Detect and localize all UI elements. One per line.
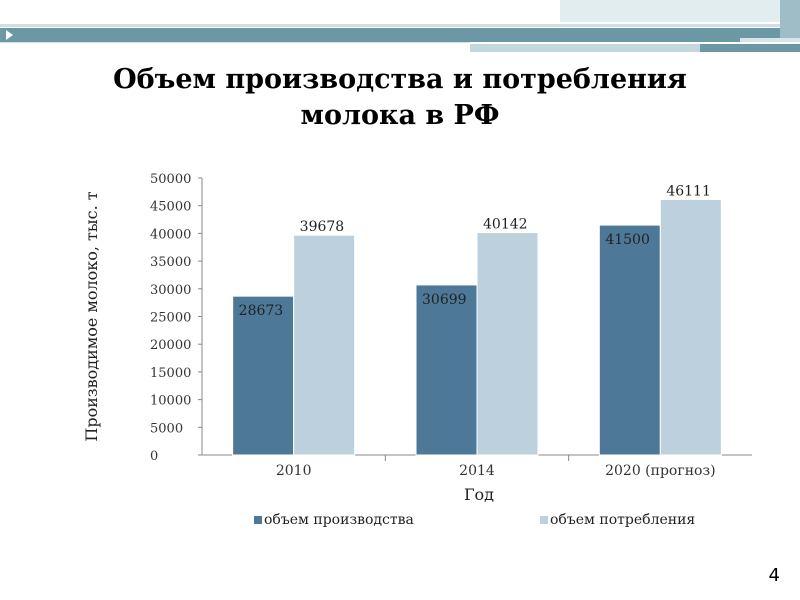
x-category-label: 2020 (прогноз) xyxy=(605,463,715,479)
y-tick-label: 45000 xyxy=(150,200,191,215)
header-band xyxy=(0,28,800,42)
y-tick-label: 40000 xyxy=(150,227,191,242)
bar-consumption xyxy=(659,199,722,456)
legend-label: объем потребления xyxy=(550,512,695,528)
data-label: 40142 xyxy=(483,217,528,233)
y-tick-label: 50000 xyxy=(150,172,191,187)
y-tick-label: 20000 xyxy=(150,338,191,353)
header-divider xyxy=(0,42,470,43)
y-tick-label: 10000 xyxy=(150,394,191,409)
legend-swatch xyxy=(254,516,262,524)
page-number: 4 xyxy=(768,565,780,586)
y-tick-label: 0 xyxy=(150,449,158,464)
bar-consumption xyxy=(293,234,356,456)
x-axis-title: Год xyxy=(464,485,494,504)
y-tick-label: 35000 xyxy=(150,255,191,270)
data-label: 39678 xyxy=(300,219,345,235)
header-corner-band xyxy=(780,0,800,42)
y-tick-label: 15000 xyxy=(150,366,191,381)
y-tick-label: 25000 xyxy=(150,311,191,326)
data-label: 30699 xyxy=(422,292,467,308)
legend: объем производства объем потребления xyxy=(254,512,695,528)
triangle-icon xyxy=(6,30,13,40)
x-category-label: 2014 xyxy=(459,463,495,479)
slide-title-line2: молока в РФ xyxy=(300,100,500,131)
data-label: 41500 xyxy=(605,232,650,248)
bar-consumption xyxy=(476,232,539,456)
header-light-band xyxy=(560,0,780,22)
legend-label: объем производства xyxy=(264,512,414,528)
y-axis-ticks: 0 5000 10000 15000 20000 25000 30000 35000 40000… xyxy=(150,172,202,464)
header-sub-band-dark xyxy=(700,44,800,52)
x-category-label: 2010 xyxy=(276,463,312,479)
bar-production xyxy=(415,284,478,456)
bar-production xyxy=(232,295,295,456)
data-label: 46111 xyxy=(666,184,711,200)
data-label: 28673 xyxy=(239,303,284,319)
bar-production xyxy=(598,224,661,456)
legend-swatch xyxy=(540,516,548,524)
y-tick-label: 5000 xyxy=(150,421,183,436)
slide-title-line1: Объем производства и потребления xyxy=(113,64,687,95)
x-axis-categories: 2010 2014 2020 (прогноз) xyxy=(276,463,716,479)
y-tick-label: 30000 xyxy=(150,283,191,298)
bars-group: 28673 39678 30699 40142 41500 46111 xyxy=(232,184,722,461)
header-sub-band xyxy=(470,44,700,52)
y-axis-title: Производимое молоко, тыс. т xyxy=(82,191,101,441)
slide-title: Объем производства и потребления молока … xyxy=(0,62,800,134)
header-thin-band xyxy=(0,24,780,27)
header-accent-band xyxy=(740,38,800,42)
